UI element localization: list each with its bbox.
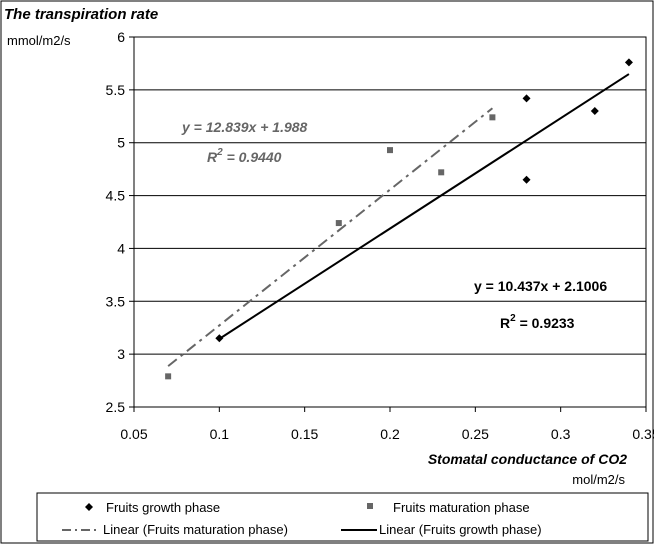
point-growth <box>522 94 531 103</box>
legend-marker-maturation <box>367 503 373 509</box>
point-maturation <box>335 220 342 227</box>
legend: Fruits growth phase Fruits maturation ph… <box>36 492 649 542</box>
maturation-equation: y = 12.839x + 1.988 <box>181 119 308 135</box>
point-growth <box>215 334 224 343</box>
x-axis-label: Stomatal conductance of CO2 <box>428 451 627 467</box>
maturation-r2: R2 = 0.9440 <box>207 147 282 165</box>
legend-box <box>36 492 649 542</box>
point-growth <box>522 175 531 184</box>
x-tick-label: 0.2 <box>380 426 400 442</box>
point-growth <box>624 58 633 67</box>
x-tick-label: 0.05 <box>120 426 147 442</box>
y-tick-label: 5 <box>117 135 125 151</box>
maturation-r2-sup: 2 <box>216 147 223 158</box>
point-maturation <box>438 169 445 176</box>
x-tick-label: 0.25 <box>462 426 489 442</box>
x-tick-label: 0.1 <box>210 426 230 442</box>
trendline-maturation <box>167 107 494 367</box>
maturation-r2-value: = 0.9440 <box>223 149 282 165</box>
growth-r2-sup: 2 <box>510 313 516 324</box>
y-tick-label: 4 <box>117 240 125 256</box>
chart-title: The transpiration rate <box>4 6 158 23</box>
y-tick-label: 2.5 <box>106 399 126 415</box>
legend-label-growth: Fruits growth phase <box>106 500 220 515</box>
y-tick-label: 6 <box>117 29 125 45</box>
legend-label-maturation-trend: Linear (Fruits maturation phase) <box>103 522 288 537</box>
growth-r2: R2 = 0.9233 <box>500 313 575 331</box>
growth-r2-value: = 0.9233 <box>516 315 575 331</box>
y-axis-unit: mmol/m2/s <box>7 33 71 48</box>
plot-area <box>133 36 647 408</box>
trendlines <box>167 73 630 367</box>
growth-r2-label: R <box>500 315 510 331</box>
y-tick-label: 5.5 <box>106 82 126 98</box>
point-maturation <box>165 373 172 380</box>
maturation-r2-label: R <box>207 149 218 165</box>
point-maturation <box>387 147 393 154</box>
point-growth <box>590 107 599 115</box>
y-tick-label: 3.5 <box>106 293 126 309</box>
legend-label-maturation: Fruits maturation phase <box>393 500 530 515</box>
legend-marker-growth <box>85 503 93 511</box>
x-tick-label: 0.15 <box>291 426 318 442</box>
data-points <box>165 58 633 380</box>
x-axis-ticks: 0.05 0.1 0.15 0.2 0.25 0.3 0.35 <box>120 407 654 442</box>
x-axis-unit: mol/m2/s <box>572 472 625 487</box>
trendline-growth <box>218 73 630 340</box>
x-tick-label: 0.3 <box>551 426 571 442</box>
y-tick-label: 3 <box>117 346 125 362</box>
point-maturation <box>489 114 496 121</box>
legend-label-growth-trend: Linear (Fruits growth phase) <box>379 522 542 537</box>
growth-equation: y = 10.437x + 2.1006 <box>474 278 607 294</box>
x-tick-label: 0.35 <box>632 426 654 442</box>
gridlines <box>134 89 646 355</box>
y-tick-label: 4.5 <box>106 188 126 204</box>
y-axis-ticks: 2.5 3 3.5 4 4.5 5 5.5 6 <box>106 29 134 415</box>
